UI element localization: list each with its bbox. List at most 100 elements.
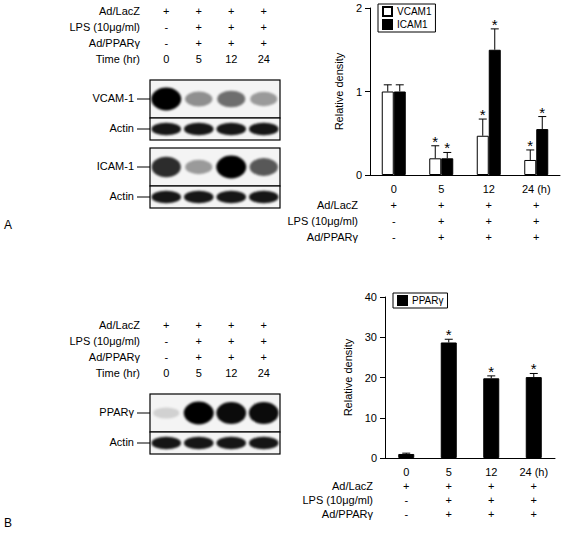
svg-text:0: 0	[356, 169, 362, 181]
svg-text:A: A	[4, 218, 12, 232]
svg-text:*: *	[488, 363, 494, 380]
svg-text:*: *	[539, 104, 545, 121]
svg-text:Ad/PPARγ: Ad/PPARγ	[89, 37, 141, 49]
svg-text:Ad/PPARγ: Ad/PPARγ	[307, 231, 359, 243]
svg-text:*: *	[444, 139, 450, 156]
svg-text:VCAM1: VCAM1	[397, 6, 432, 17]
svg-text:+: +	[438, 231, 444, 243]
svg-text:+: +	[196, 21, 202, 33]
svg-text:Ad/LacZ: Ad/LacZ	[317, 199, 358, 211]
svg-text:+: +	[228, 5, 234, 17]
svg-text:+: +	[196, 5, 202, 17]
svg-text:-: -	[164, 21, 168, 33]
svg-text:+: +	[196, 37, 202, 49]
svg-text:1: 1	[356, 86, 362, 98]
svg-text:0: 0	[391, 183, 397, 195]
svg-text:+: +	[228, 335, 234, 347]
svg-text:*: *	[432, 133, 438, 150]
svg-text:PPARγ: PPARγ	[99, 406, 134, 418]
svg-text:+: +	[196, 335, 202, 347]
svg-text:-: -	[164, 37, 168, 49]
svg-text:+: +	[446, 480, 452, 492]
svg-text:12: 12	[485, 466, 497, 478]
svg-text:+: +	[261, 5, 267, 17]
svg-text:20: 20	[365, 372, 377, 384]
svg-text:+: +	[261, 37, 267, 49]
svg-text:B: B	[4, 516, 12, 530]
svg-text:5: 5	[196, 367, 202, 379]
svg-text:10: 10	[365, 412, 377, 424]
svg-text:Ad/PPARγ: Ad/PPARγ	[322, 508, 374, 520]
svg-text:0: 0	[371, 452, 377, 464]
svg-text:Actin: Actin	[110, 190, 134, 202]
svg-text:-: -	[164, 335, 168, 347]
svg-text:LPS (10μg/ml): LPS (10μg/ml)	[69, 21, 140, 33]
svg-text:5: 5	[446, 466, 452, 478]
svg-text:+: +	[438, 215, 444, 227]
svg-text:*: *	[527, 137, 533, 154]
svg-text:-: -	[404, 494, 408, 506]
svg-text:+: +	[488, 508, 494, 520]
svg-text:+: +	[486, 199, 492, 211]
svg-text:Time (hr): Time (hr)	[96, 53, 140, 65]
svg-text:5: 5	[196, 53, 202, 65]
svg-text:*: *	[492, 16, 498, 33]
svg-text:+: +	[446, 508, 452, 520]
svg-text:12: 12	[225, 53, 237, 65]
svg-text:+: +	[228, 319, 234, 331]
svg-text:ICAM-1: ICAM-1	[97, 160, 134, 172]
svg-text:+: +	[531, 508, 537, 520]
svg-text:+: +	[228, 21, 234, 33]
svg-text:LPS (10μg/ml): LPS (10μg/ml)	[287, 215, 358, 227]
svg-text:0: 0	[403, 466, 409, 478]
svg-text:12: 12	[483, 183, 495, 195]
svg-text:+: +	[531, 480, 537, 492]
svg-text:40: 40	[365, 291, 377, 303]
svg-text:VCAM-1: VCAM-1	[92, 92, 134, 104]
svg-text:*: *	[480, 106, 486, 123]
svg-text:+: +	[403, 480, 409, 492]
svg-text:+: +	[486, 215, 492, 227]
svg-text:+: +	[228, 351, 234, 363]
svg-text:+: +	[533, 199, 539, 211]
svg-text:+: +	[261, 319, 267, 331]
svg-text:+: +	[391, 199, 397, 211]
svg-text:*: *	[531, 360, 537, 377]
svg-text:Relative density: Relative density	[342, 338, 354, 416]
svg-text:+: +	[196, 351, 202, 363]
svg-text:30: 30	[365, 331, 377, 343]
svg-text:-: -	[164, 351, 168, 363]
svg-text:Ad/LacZ: Ad/LacZ	[332, 480, 373, 492]
svg-text:ICAM1: ICAM1	[397, 19, 428, 30]
svg-text:*: *	[446, 326, 452, 343]
svg-text:-: -	[392, 215, 396, 227]
svg-text:+: +	[261, 335, 267, 347]
svg-text:+: +	[531, 494, 537, 506]
svg-text:2: 2	[356, 2, 362, 14]
svg-text:+: +	[438, 199, 444, 211]
svg-text:+: +	[533, 215, 539, 227]
svg-text:+: +	[163, 319, 169, 331]
svg-text:-: -	[392, 231, 396, 243]
svg-text:Relative density: Relative density	[333, 52, 345, 130]
svg-text:Ad/LacZ: Ad/LacZ	[99, 5, 140, 17]
svg-text:+: +	[486, 231, 492, 243]
svg-text:+: +	[261, 351, 267, 363]
svg-text:+: +	[446, 494, 452, 506]
svg-text:+: +	[488, 494, 494, 506]
svg-text:-: -	[404, 508, 408, 520]
svg-text:12: 12	[225, 367, 237, 379]
svg-text:5: 5	[438, 183, 444, 195]
svg-text:LPS (10μg/ml): LPS (10μg/ml)	[69, 335, 140, 347]
svg-text:+: +	[533, 231, 539, 243]
svg-text:+: +	[196, 319, 202, 331]
svg-text:PPARγ: PPARγ	[412, 295, 444, 306]
svg-text:LPS (10μg/ml): LPS (10μg/ml)	[302, 494, 373, 506]
svg-text:24: 24	[258, 53, 270, 65]
svg-text:24 (h): 24 (h)	[522, 183, 551, 195]
svg-text:24 (h): 24 (h)	[519, 466, 548, 478]
svg-text:0: 0	[163, 53, 169, 65]
svg-text:Ad/LacZ: Ad/LacZ	[99, 319, 140, 331]
svg-text:+: +	[163, 5, 169, 17]
svg-text:+: +	[228, 37, 234, 49]
